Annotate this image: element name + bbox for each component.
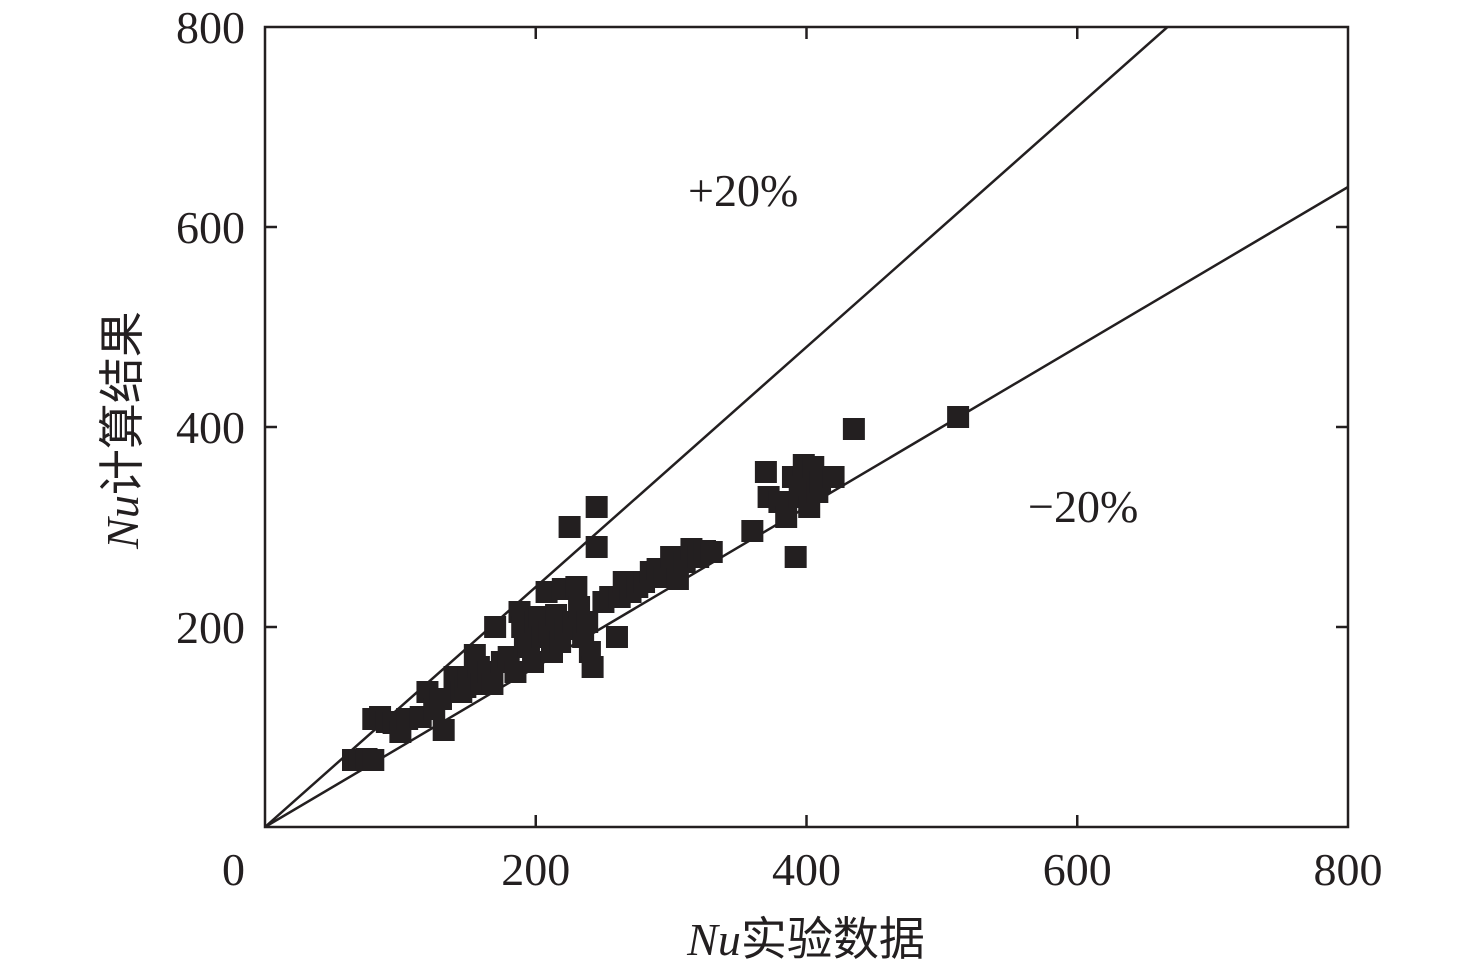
y-tick-label: 400 [176,402,245,453]
data-point [565,576,588,598]
y-axis-label: Nu计算结果 [97,311,148,550]
axis-ticks [265,27,1348,827]
data-point [585,536,608,558]
plus-20-percent-label: +20% [688,165,798,216]
data-point [432,719,455,741]
x-tick-label: 200 [501,844,570,895]
data-point [522,651,545,673]
x-tick-label: 600 [1043,844,1112,895]
y-axis-label-text: 计算结果 [97,311,148,495]
data-point [842,418,865,440]
x-axis-label-italic: Nu [686,914,741,965]
x-tick-label: 400 [772,844,841,895]
data-point [576,611,599,633]
data-point [585,496,608,518]
data-point [504,661,527,683]
x-tick-label: 0 [222,844,245,895]
data-point [775,506,798,528]
data-points [341,406,970,771]
data-point [605,626,628,648]
x-tick-label: 800 [1314,844,1383,895]
data-point [822,466,845,488]
data-point [741,520,764,542]
data-point [700,541,723,563]
minus-20-percent-label: −20% [1028,481,1138,532]
x-axis-label-text: 实验数据 [741,914,925,965]
y-tick-label: 600 [176,202,245,253]
x-axis-label: Nu实验数据 [686,914,925,965]
y-tick-label: 200 [176,602,245,653]
data-point [666,568,689,590]
data-point [558,516,581,538]
data-point [429,688,452,710]
tick-labels: 0 200 400 600 800 200 400 600 800 [176,2,1383,895]
data-point [947,406,970,428]
data-point [484,616,507,638]
data-point [581,656,604,678]
data-point [754,461,777,483]
y-tick-label: 800 [176,2,245,53]
data-point [362,749,385,771]
data-point [784,546,807,568]
y-axis-label-italic: Nu [97,495,148,550]
data-point [481,673,504,695]
